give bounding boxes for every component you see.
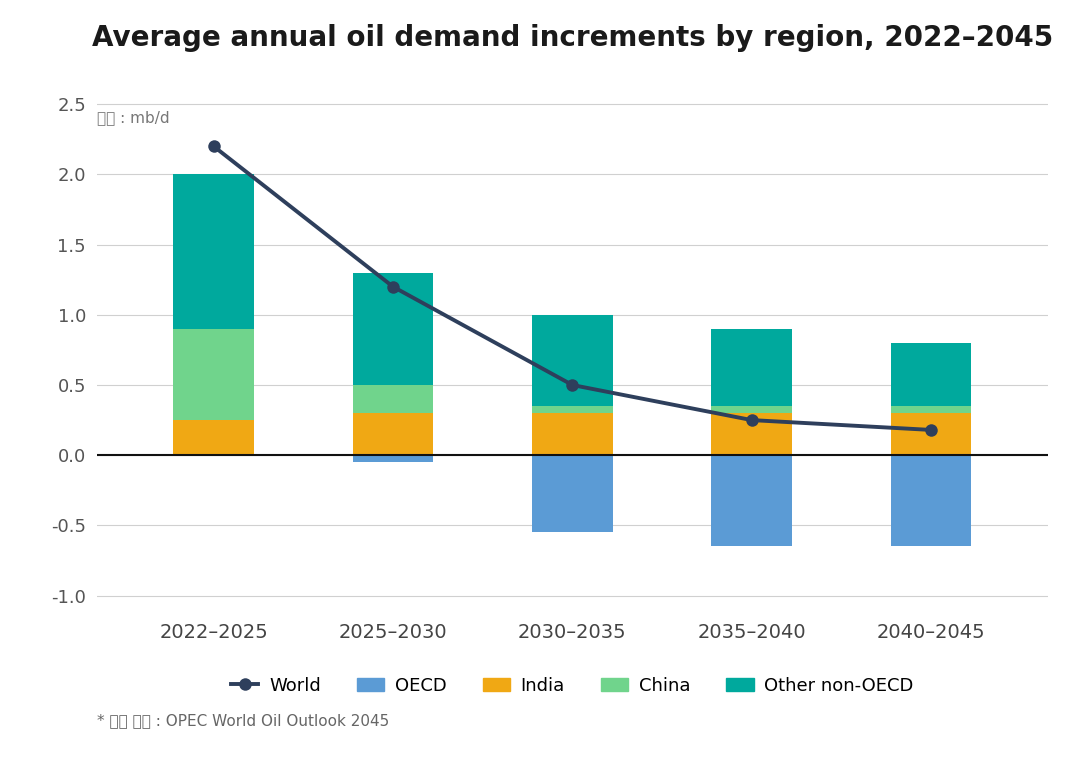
Bar: [532, 413, 612, 455]
Bar: [891, 406, 971, 413]
Text: GS 칼텍스: GS 칼텍스: [997, 728, 1048, 742]
Bar: [174, 329, 254, 420]
Text: I am your Energy: I am your Energy: [780, 728, 899, 742]
Circle shape: [905, 725, 1050, 745]
Bar: [174, 427, 254, 455]
Bar: [174, 174, 254, 329]
Text: 단위 : mb/d: 단위 : mb/d: [97, 110, 170, 126]
Text: * 자료 출처 : OPEC World Oil Outlook 2045: * 자료 출처 : OPEC World Oil Outlook 2045: [97, 712, 390, 728]
Bar: [353, 455, 433, 463]
Bar: [353, 273, 433, 385]
Legend: World, OECD, India, China, Other non-OECD: World, OECD, India, China, Other non-OEC…: [224, 670, 921, 702]
Bar: [712, 406, 792, 413]
Bar: [532, 455, 612, 533]
Bar: [712, 455, 792, 546]
Bar: [712, 413, 792, 455]
Bar: [532, 406, 612, 413]
Bar: [353, 413, 433, 455]
Bar: [174, 420, 254, 455]
Bar: [891, 343, 971, 406]
Bar: [353, 385, 433, 413]
Bar: [891, 413, 971, 455]
Bar: [712, 329, 792, 406]
Bar: [891, 455, 971, 546]
Title: Average annual oil demand increments by region, 2022–2045: Average annual oil demand increments by …: [92, 24, 1053, 52]
Bar: [532, 315, 612, 406]
